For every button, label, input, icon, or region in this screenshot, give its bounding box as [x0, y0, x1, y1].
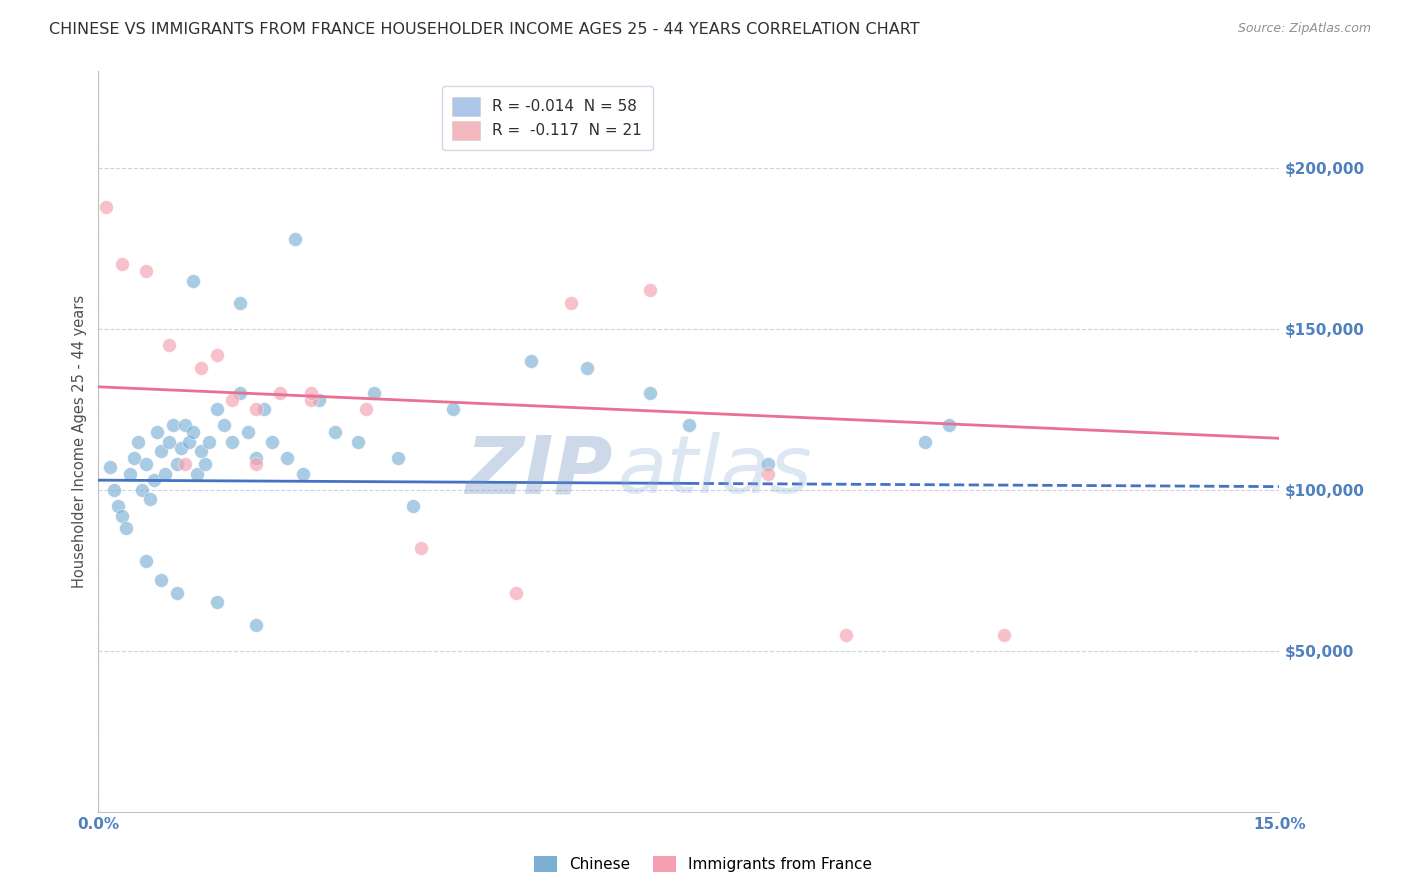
Point — [575, 360, 598, 375]
Point — [245, 402, 267, 417]
Point — [107, 499, 129, 513]
Point — [221, 434, 243, 449]
Point — [411, 541, 433, 555]
Point — [190, 360, 212, 375]
Point — [162, 418, 184, 433]
Point — [229, 296, 252, 310]
Point — [157, 434, 180, 449]
Legend: Chinese, Immigrants from France: Chinese, Immigrants from France — [526, 848, 880, 880]
Point — [214, 418, 236, 433]
Point — [245, 457, 267, 471]
Point — [236, 425, 259, 439]
Point — [122, 450, 145, 465]
Point — [205, 348, 228, 362]
Point — [150, 444, 173, 458]
Point — [276, 450, 298, 465]
Point — [190, 444, 212, 458]
Point — [402, 499, 425, 513]
Point — [323, 425, 346, 439]
Point — [441, 402, 464, 417]
Point — [756, 457, 779, 471]
Point — [150, 573, 173, 587]
Legend: R = -0.014  N = 58, R =  -0.117  N = 21: R = -0.014 N = 58, R = -0.117 N = 21 — [441, 87, 652, 151]
Point — [166, 586, 188, 600]
Text: CHINESE VS IMMIGRANTS FROM FRANCE HOUSEHOLDER INCOME AGES 25 - 44 YEARS CORRELAT: CHINESE VS IMMIGRANTS FROM FRANCE HOUSEH… — [49, 22, 920, 37]
Point — [308, 392, 330, 407]
Point — [118, 467, 141, 481]
Point — [835, 628, 858, 642]
Point — [131, 483, 153, 497]
Point — [170, 441, 193, 455]
Point — [142, 473, 165, 487]
Point — [138, 492, 160, 507]
Point — [177, 434, 200, 449]
Point — [197, 434, 219, 449]
Point — [347, 434, 370, 449]
Point — [111, 258, 134, 272]
Point — [560, 296, 582, 310]
Point — [186, 467, 208, 481]
Point — [520, 354, 543, 368]
Point — [96, 200, 118, 214]
Point — [354, 402, 377, 417]
Point — [914, 434, 936, 449]
Text: ZIP: ZIP — [465, 432, 612, 510]
Point — [181, 425, 204, 439]
Point — [299, 386, 322, 401]
Y-axis label: Householder Income Ages 25 - 44 years: Householder Income Ages 25 - 44 years — [72, 295, 87, 588]
Point — [387, 450, 409, 465]
Point — [157, 338, 180, 352]
Point — [155, 467, 177, 481]
Point — [194, 457, 217, 471]
Point — [115, 521, 138, 535]
Point — [174, 418, 197, 433]
Point — [993, 628, 1015, 642]
Point — [253, 402, 276, 417]
Point — [98, 460, 121, 475]
Point — [292, 467, 315, 481]
Point — [166, 457, 188, 471]
Point — [260, 434, 283, 449]
Point — [245, 450, 267, 465]
Point — [363, 386, 385, 401]
Point — [127, 434, 149, 449]
Point — [174, 457, 197, 471]
Point — [505, 586, 527, 600]
Point — [756, 467, 779, 481]
Point — [938, 418, 960, 433]
Point — [678, 418, 700, 433]
Point — [205, 595, 228, 609]
Point — [135, 554, 157, 568]
Point — [299, 392, 322, 407]
Point — [181, 274, 204, 288]
Point — [221, 392, 243, 407]
Point — [284, 232, 307, 246]
Point — [135, 457, 157, 471]
Text: Source: ZipAtlas.com: Source: ZipAtlas.com — [1237, 22, 1371, 36]
Point — [638, 386, 661, 401]
Point — [135, 264, 157, 278]
Point — [638, 283, 661, 297]
Point — [111, 508, 134, 523]
Point — [229, 386, 252, 401]
Text: atlas: atlas — [619, 432, 813, 510]
Point — [205, 402, 228, 417]
Point — [245, 618, 267, 632]
Point — [146, 425, 169, 439]
Point — [103, 483, 125, 497]
Point — [269, 386, 291, 401]
